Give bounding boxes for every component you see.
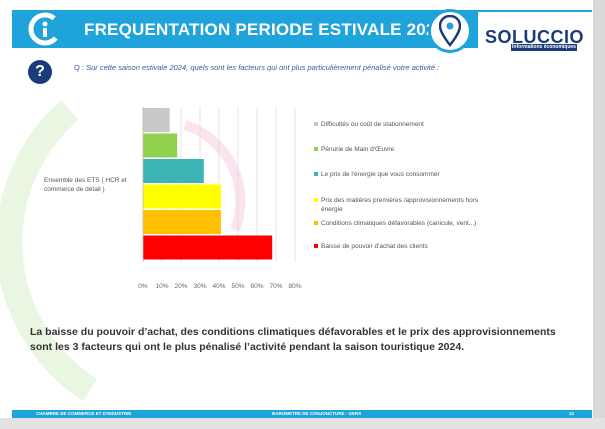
slide-shadow-right: [593, 0, 605, 429]
legend-item: Prix des matières premières /approvision…: [314, 196, 489, 214]
question-text: Q : Sur cette saison estivale 2024, quel…: [74, 63, 574, 72]
x-tick-label: 80%: [288, 283, 301, 290]
legend-item: Le prix de l'énergie que vous consommer: [314, 170, 489, 179]
legend-item: Baisse de pouvoir d'achat des clients: [314, 242, 489, 251]
location-pin-icon: [439, 15, 461, 47]
footer-bar: [12, 410, 592, 418]
legend-swatch: [314, 244, 318, 248]
bar-4: [143, 184, 221, 209]
x-tick-label: 70%: [269, 283, 282, 290]
legend-label: Baisse de pouvoir d'achat des clients: [321, 243, 428, 250]
page-number: 12: [569, 411, 575, 416]
slide-shadow-bottom: [0, 418, 605, 429]
x-tick-label: 20%: [174, 283, 187, 290]
legend-item: Conditions climatiques défavorables (can…: [314, 219, 489, 228]
legend-swatch: [314, 172, 318, 176]
x-tick-label: 60%: [250, 283, 263, 290]
brand-tagline: Informations économiques: [511, 44, 577, 51]
legend-swatch: [314, 198, 318, 202]
legend-label: Conditions climatiques défavorables (can…: [321, 220, 477, 227]
question-prefix: Q :: [74, 63, 87, 72]
question-body: Sur cette saison estivale 2024, quels so…: [86, 63, 440, 72]
brand-name: SOLUCCIO: [485, 27, 585, 47]
cci-logo-icon: [28, 12, 62, 46]
legend-label: Prix des matières premières /approvision…: [321, 197, 479, 213]
bar-2: [143, 133, 178, 158]
x-tick-label: 30%: [193, 283, 206, 290]
bar-6: [143, 235, 273, 260]
legend-item: Difficultés ou coût de stationnement: [314, 120, 489, 129]
bar-3: [143, 159, 204, 183]
legend-swatch: [314, 147, 318, 151]
footer-report-name: BAROMETRE DE CONJONCTURE - GERS: [272, 411, 362, 416]
x-tick-label: 40%: [212, 283, 225, 290]
bar-1: [143, 108, 170, 132]
question-badge: ?: [28, 60, 52, 84]
x-tick-label: 0%: [138, 283, 148, 290]
x-tick-label: 10%: [155, 283, 168, 290]
legend-swatch: [314, 122, 318, 126]
footer-organization: CHAMBRE DE COMMERCE ET D'INDUSTRIE: [36, 411, 132, 416]
legend-label: Difficultés ou coût de stationnement: [321, 121, 424, 128]
legend-label: Le prix de l'énergie que vous consommer: [321, 171, 440, 178]
legend-swatch: [314, 221, 318, 225]
x-tick-label: 50%: [231, 283, 244, 290]
category-label: Ensemble des ETS ( HCR et commerce de dé…: [44, 177, 127, 193]
page-title: FREQUENTATION PERIODE ESTIVALE 2024: [84, 20, 446, 39]
bar-5: [143, 210, 221, 234]
legend-label: Pénurie de Main d'Œuvre: [321, 146, 395, 153]
legend-item: Pénurie de Main d'Œuvre: [314, 145, 489, 154]
conclusion-text: La baisse du pouvoir d’achat, des condit…: [30, 326, 556, 353]
